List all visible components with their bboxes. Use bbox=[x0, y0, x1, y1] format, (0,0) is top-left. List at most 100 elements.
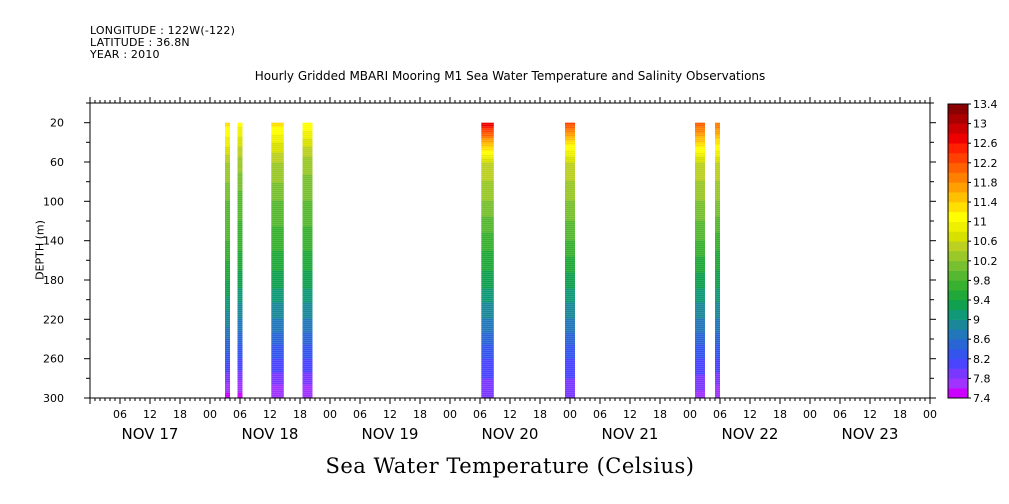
profile-cell bbox=[225, 368, 230, 371]
profile-cell bbox=[715, 388, 720, 391]
profile-cell bbox=[302, 134, 313, 137]
profile-cell bbox=[225, 204, 230, 207]
profile-cell bbox=[225, 150, 230, 153]
profile-cell bbox=[302, 346, 313, 349]
colorbar-swatch bbox=[948, 358, 968, 369]
profile-cell bbox=[481, 122, 494, 125]
profile-cell bbox=[271, 180, 284, 183]
profile-cell bbox=[565, 324, 575, 327]
profile-cell bbox=[565, 334, 575, 337]
profile-cell bbox=[565, 336, 575, 339]
profile-cell bbox=[271, 206, 284, 209]
profile-cell bbox=[237, 284, 243, 287]
profile-cell bbox=[481, 202, 494, 205]
profile-cell bbox=[715, 162, 720, 165]
profile-cell bbox=[237, 354, 243, 357]
profile-cell bbox=[715, 156, 720, 159]
profile-cell bbox=[481, 172, 494, 175]
profile-cell bbox=[715, 164, 720, 167]
profile-cell bbox=[237, 362, 243, 365]
profile-cell bbox=[302, 206, 313, 209]
profile-cell bbox=[225, 366, 230, 369]
profile-cell bbox=[302, 218, 313, 221]
profile-cell bbox=[481, 242, 494, 245]
profile-cell bbox=[481, 192, 494, 195]
colorbar-swatch bbox=[948, 280, 968, 291]
profile-cell bbox=[695, 374, 705, 377]
x-tick-label: 12 bbox=[623, 408, 637, 421]
profile-cell bbox=[695, 358, 705, 361]
profile-cell bbox=[565, 226, 575, 229]
x-tick-label: 18 bbox=[893, 408, 907, 421]
profile-cell bbox=[225, 142, 230, 145]
profile-cell bbox=[481, 348, 494, 351]
profile-cell bbox=[695, 174, 705, 177]
profile-cell bbox=[237, 268, 243, 271]
profile-cell bbox=[695, 224, 705, 227]
profile-cell bbox=[715, 296, 720, 299]
profile-cell bbox=[695, 166, 705, 169]
profile-cell bbox=[237, 386, 243, 389]
x-day-label: NOV 20 bbox=[482, 425, 539, 443]
profile-cell bbox=[715, 326, 720, 329]
profile-cell bbox=[225, 174, 230, 177]
profile-cell bbox=[481, 268, 494, 271]
profile-cell bbox=[237, 230, 243, 233]
profile-cell bbox=[565, 352, 575, 355]
profile-cell bbox=[565, 382, 575, 385]
profile-cell bbox=[481, 392, 494, 395]
profile-cell bbox=[481, 188, 494, 191]
x-tick-label: 12 bbox=[143, 408, 157, 421]
profile-cell bbox=[271, 308, 284, 311]
profile-cell bbox=[302, 270, 313, 273]
profile-cell bbox=[715, 256, 720, 259]
profile-cell bbox=[695, 376, 705, 379]
profile-cell bbox=[695, 360, 705, 363]
profile-cell bbox=[565, 152, 575, 155]
profile-cell bbox=[237, 194, 243, 197]
profile-cell bbox=[302, 248, 313, 251]
profile-cell bbox=[565, 238, 575, 241]
profile-cell bbox=[481, 302, 494, 305]
profile-cell bbox=[695, 172, 705, 175]
profile-cell bbox=[271, 388, 284, 391]
profile-cell bbox=[225, 346, 230, 349]
profile-cell bbox=[715, 390, 720, 393]
profile-cell bbox=[225, 178, 230, 181]
profile-cell bbox=[237, 136, 243, 139]
profile-cell bbox=[715, 284, 720, 287]
profile-cell bbox=[225, 382, 230, 385]
profile-cell bbox=[715, 360, 720, 363]
profile-cell bbox=[715, 362, 720, 365]
profile-cell bbox=[237, 278, 243, 281]
profile-cell bbox=[302, 236, 313, 239]
profile-cell bbox=[695, 312, 705, 315]
profile-cell bbox=[565, 384, 575, 387]
profile-cell bbox=[302, 264, 313, 267]
profile-cell bbox=[302, 274, 313, 277]
profile-cell bbox=[237, 190, 243, 193]
profile-cell bbox=[481, 308, 494, 311]
profile-cell bbox=[715, 146, 720, 149]
profile-cell bbox=[271, 262, 284, 265]
profile-cell bbox=[225, 240, 230, 243]
profile-cell bbox=[715, 358, 720, 361]
profile-cell bbox=[481, 300, 494, 303]
profile-cell bbox=[565, 162, 575, 165]
profile-cell bbox=[715, 170, 720, 173]
profile-cell bbox=[302, 192, 313, 195]
profile-cell bbox=[715, 180, 720, 183]
profile-cell bbox=[715, 148, 720, 151]
profile-cell bbox=[225, 154, 230, 157]
profile-cell bbox=[225, 252, 230, 255]
profile-cell bbox=[302, 340, 313, 343]
profile-cell bbox=[271, 182, 284, 185]
profile-cell bbox=[695, 336, 705, 339]
profile-cell bbox=[237, 166, 243, 169]
profile-cell bbox=[695, 270, 705, 273]
y-tick-label: 20 bbox=[50, 117, 64, 130]
colorbar: 7.4 7.8 8.2 8.6 9 9.4 9.8 10.2 10.6 11 11.4 11.8 12.… bbox=[947, 98, 998, 405]
profile-cell bbox=[302, 342, 313, 345]
profile-cell bbox=[481, 266, 494, 269]
profile-cell bbox=[715, 396, 720, 398]
